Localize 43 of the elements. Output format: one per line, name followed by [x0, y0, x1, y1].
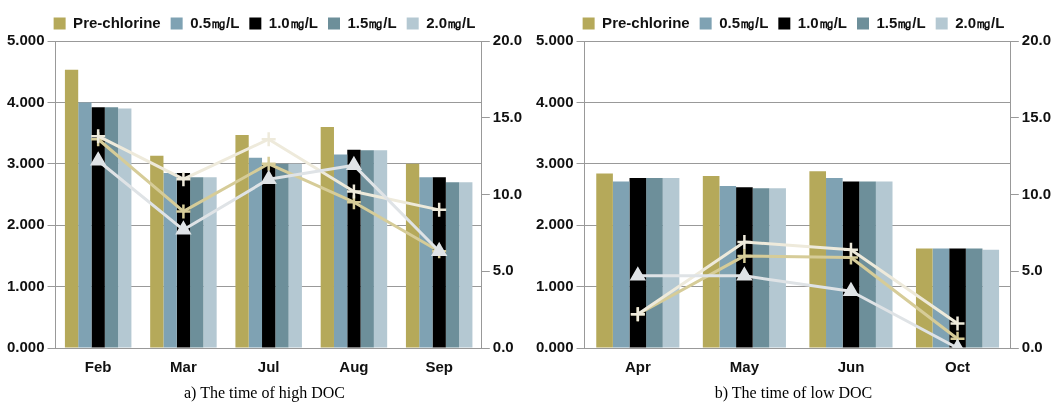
legend-label: Pre-chlorine: [73, 13, 161, 31]
y2-tick-label: 5.0: [492, 261, 514, 279]
y-tick-label: 0.000: [535, 338, 574, 356]
y2-tick-label: 5.0: [1021, 261, 1043, 279]
legend-label: 2.0㎎/L: [955, 13, 1005, 31]
legend-label: 1.5㎎/L: [876, 13, 926, 31]
x-tick-label: Feb: [84, 358, 112, 376]
y2-tick-label: 10.0: [492, 184, 523, 202]
legend-label: 1.0㎎/L: [268, 13, 319, 31]
legend-label: 0.5㎎/L: [190, 13, 240, 31]
y2-tick-label: 15.0: [1021, 107, 1052, 125]
y2-tick-label: 20.0: [1021, 31, 1052, 49]
x-tick-label: Aug: [339, 358, 369, 376]
text: b) The time of low DOC: [713, 384, 874, 402]
x-tick-label: Jul: [257, 358, 280, 376]
y-tick-label: 3.000: [6, 153, 45, 171]
y-tick-label: 5.000: [535, 31, 574, 49]
legend-label: Pre-chlorine: [602, 13, 690, 31]
y-tick-label: 5.000: [6, 31, 45, 49]
x-tick-label: Sep: [425, 358, 453, 376]
legend-label: 1.0㎎/L: [797, 13, 848, 31]
legend-label: 2.0㎎/L: [426, 13, 476, 31]
y-tick-label: 2.000: [6, 215, 45, 233]
x-tick-label: Jun: [837, 358, 865, 376]
y-tick-label: 1.000: [6, 276, 45, 294]
x-tick-label: Mar: [170, 358, 197, 376]
legend-label: 1.5㎎/L: [347, 13, 397, 31]
y2-tick-label: 15.0: [492, 107, 523, 125]
y-tick-label: 3.000: [535, 153, 574, 171]
y-tick-label: 2.000: [535, 215, 574, 233]
y-tick-label: 4.000: [535, 92, 574, 110]
y2-tick-label: 0.0: [492, 338, 514, 356]
y-tick-label: 0.000: [6, 338, 45, 356]
y-tick-label: 4.000: [6, 92, 45, 110]
y2-tick-label: 20.0: [492, 31, 523, 49]
y-tick-label: 1.000: [535, 276, 574, 294]
y2-tick-label: 0.0: [1021, 338, 1043, 356]
x-tick-label: Apr: [624, 358, 651, 376]
legend-label: 0.5㎎/L: [719, 13, 769, 31]
x-tick-label: Oct: [945, 358, 971, 376]
x-tick-label: May: [729, 358, 760, 376]
y2-tick-label: 10.0: [1021, 184, 1052, 202]
text: a) The time of high DOC: [183, 384, 346, 402]
